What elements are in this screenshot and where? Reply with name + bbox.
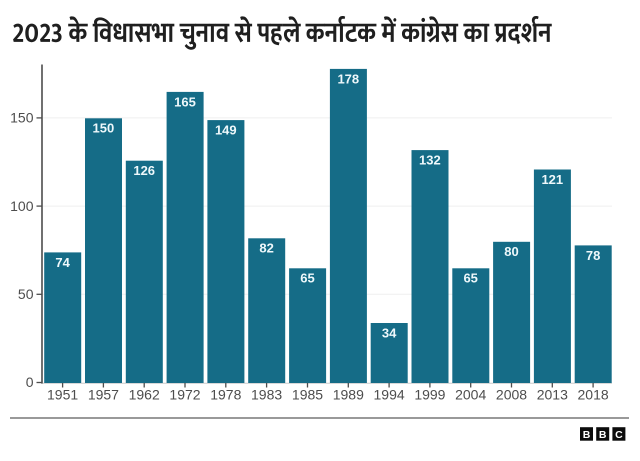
svg-text:74: 74 (55, 255, 70, 270)
svg-text:1994: 1994 (374, 387, 405, 403)
svg-text:65: 65 (463, 271, 477, 286)
svg-text:B: B (583, 429, 591, 441)
svg-text:1999: 1999 (414, 387, 445, 403)
svg-text:1989: 1989 (333, 387, 364, 403)
svg-text:165: 165 (174, 94, 196, 109)
svg-text:132: 132 (419, 153, 441, 168)
svg-text:2008: 2008 (496, 387, 527, 403)
svg-text:1962: 1962 (129, 387, 160, 403)
svg-text:121: 121 (541, 172, 563, 187)
svg-text:34: 34 (382, 325, 397, 340)
svg-text:2004: 2004 (455, 387, 486, 403)
svg-text:0: 0 (26, 374, 34, 390)
svg-text:2018: 2018 (578, 387, 609, 403)
svg-text:80: 80 (504, 244, 518, 259)
svg-text:82: 82 (259, 241, 273, 256)
svg-text:126: 126 (133, 163, 155, 178)
svg-text:1951: 1951 (47, 387, 78, 403)
svg-text:149: 149 (215, 123, 237, 138)
svg-text:C: C (615, 429, 623, 441)
svg-text:100: 100 (10, 198, 34, 214)
svg-text:178: 178 (337, 71, 359, 86)
svg-text:1957: 1957 (88, 387, 119, 403)
svg-text:1985: 1985 (292, 387, 323, 403)
svg-text:1978: 1978 (210, 387, 241, 403)
svg-text:78: 78 (586, 248, 600, 263)
svg-text:1983: 1983 (251, 387, 282, 403)
svg-text:1972: 1972 (169, 387, 200, 403)
svg-text:50: 50 (18, 286, 34, 302)
svg-text:65: 65 (300, 271, 314, 286)
svg-text:150: 150 (10, 110, 34, 126)
svg-text:2013: 2013 (537, 387, 568, 403)
svg-text:150: 150 (93, 121, 115, 136)
svg-text:B: B (599, 429, 607, 441)
